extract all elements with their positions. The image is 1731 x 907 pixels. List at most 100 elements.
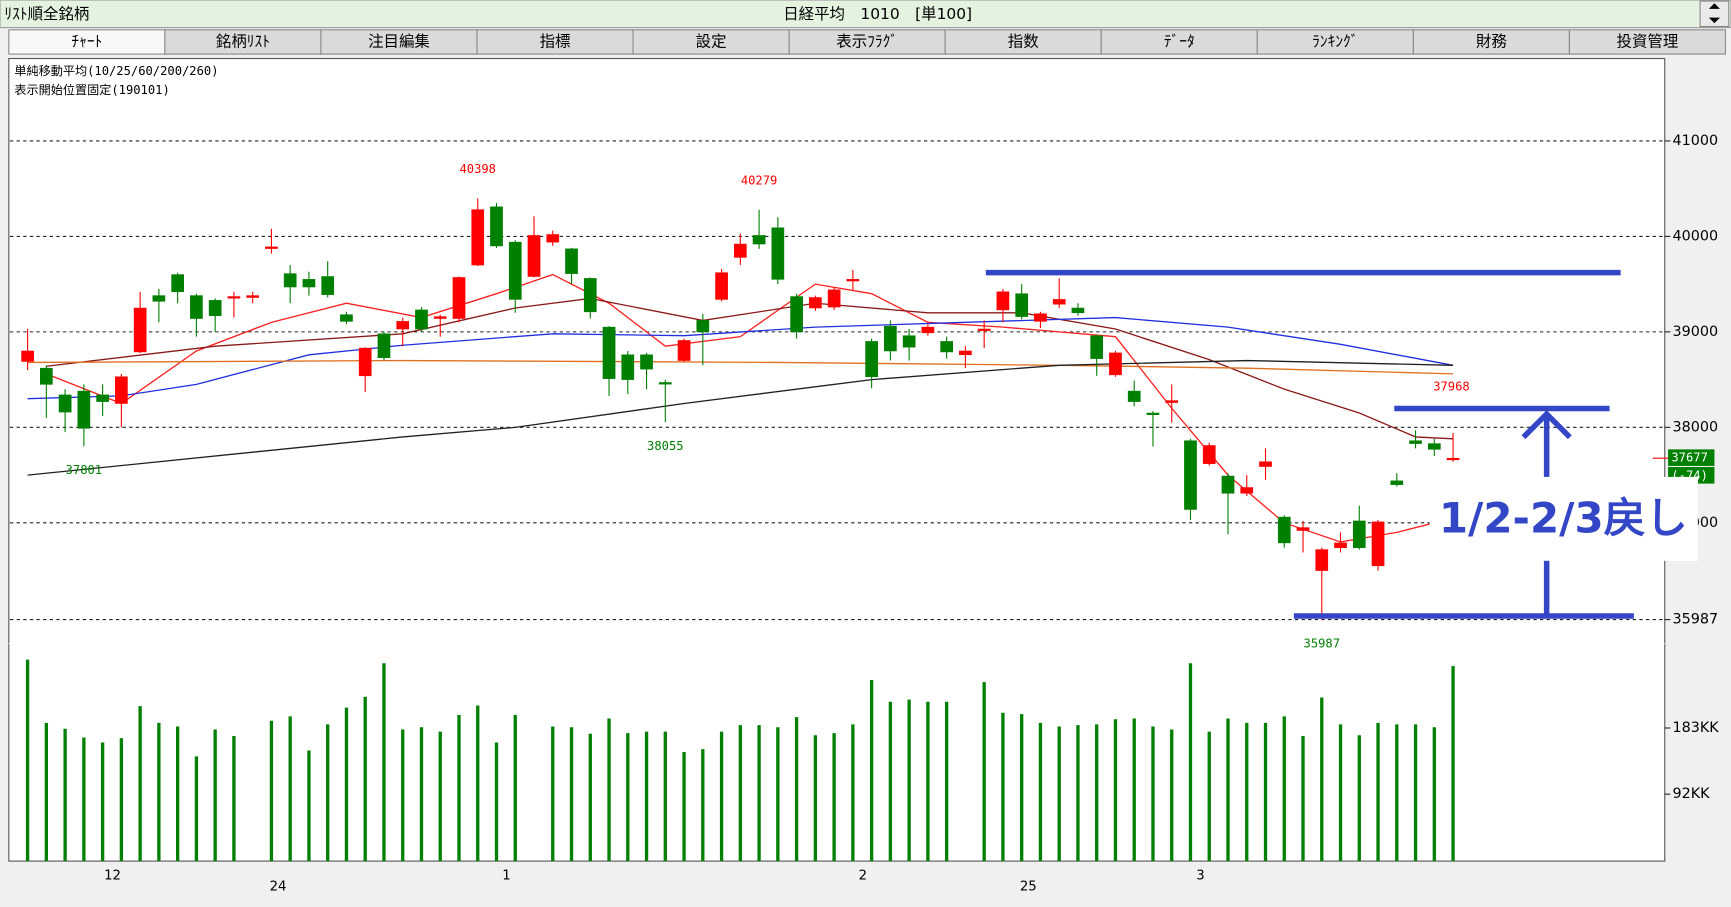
candle-body <box>527 235 541 277</box>
candle-body <box>602 326 616 379</box>
overlay-arrowhead <box>1521 410 1572 440</box>
tab[interactable] <box>788 29 946 55</box>
candle-body <box>977 328 991 331</box>
tab-label: 指標 <box>540 32 571 50</box>
candle-body <box>1427 443 1441 450</box>
candle-body <box>508 241 522 300</box>
candle-body <box>1127 390 1141 402</box>
candle-body <box>1034 313 1047 322</box>
candle-body <box>358 347 372 377</box>
last-price-label: 37677 <box>1671 451 1708 465</box>
candle-body <box>1277 516 1291 544</box>
y-tick-label: 92KK <box>1672 786 1710 802</box>
price-annotation: 40398 <box>459 162 496 176</box>
candle-body <box>902 335 916 348</box>
candle-body <box>490 206 503 247</box>
candle-body <box>1202 445 1216 464</box>
x-year-label: 24 <box>270 879 287 894</box>
candle-body <box>1221 475 1235 494</box>
candle-body <box>77 390 91 429</box>
tab-label: 投資管理 <box>1617 32 1679 50</box>
scroll-arrows <box>1708 3 1720 24</box>
y-tick-label: 35987 <box>1672 612 1718 628</box>
candle-body <box>884 325 897 352</box>
x-tick-label: 12 <box>104 868 121 883</box>
candle-body <box>96 394 109 402</box>
tab-label: 注目編集 <box>368 32 430 50</box>
candle-body <box>583 278 597 313</box>
tab-label: 設定 <box>696 32 727 50</box>
x-year-label: 25 <box>1020 879 1037 894</box>
tab[interactable] <box>1100 29 1258 55</box>
candle-body <box>1146 412 1160 415</box>
candle-body <box>321 276 335 295</box>
candle-body <box>1446 457 1460 461</box>
candle-body <box>208 300 222 316</box>
candle-body <box>696 320 710 333</box>
candle-body <box>733 243 747 258</box>
candle-body <box>1409 440 1422 444</box>
ma-end-label: 37968 <box>1433 380 1470 394</box>
candle-body <box>133 307 147 353</box>
candle-body <box>1296 527 1310 531</box>
tab[interactable] <box>164 29 322 55</box>
candle-body <box>471 209 485 266</box>
candle-body <box>415 309 428 330</box>
candle-body <box>1259 461 1272 467</box>
candle-body <box>227 296 241 299</box>
overlay-box <box>1429 476 1698 561</box>
candle-body <box>1334 542 1347 548</box>
tab-label: ﾃﾞｰﾀ <box>1164 32 1195 50</box>
candle-body <box>940 341 953 353</box>
candle-body <box>452 277 466 319</box>
candle-body <box>640 354 653 370</box>
y-tick-label: 38000 <box>1672 419 1718 435</box>
candle-body <box>190 295 203 319</box>
candle-body <box>283 273 297 288</box>
candle-body <box>1015 293 1029 317</box>
candle-body <box>340 314 353 322</box>
candle-body <box>1371 521 1385 567</box>
price-annotation: 38055 <box>647 439 684 453</box>
moving-average <box>27 359 1454 476</box>
tab[interactable] <box>1568 29 1727 55</box>
overlay-text: 1/2-2/3戻し <box>1439 494 1688 543</box>
candle-body <box>996 291 1010 311</box>
moving-average <box>27 316 1454 400</box>
candle-body <box>1184 440 1197 510</box>
tab[interactable] <box>476 29 634 55</box>
candle-body <box>1052 299 1066 305</box>
candle-body <box>396 321 410 330</box>
candle-body <box>752 235 766 245</box>
y-tick-label: 183KK <box>1672 720 1719 736</box>
candle-body <box>265 246 278 249</box>
moving-average <box>27 359 1454 375</box>
candle-body <box>809 297 822 309</box>
tab[interactable] <box>8 29 166 55</box>
price-annotation: 40279 <box>741 174 778 188</box>
tab-bar: ﾁｬｰﾄ 銘柄ﾘｽﾄ 注目編集 指標 設定 表示ﾌﾗｸﾞ 指数 ﾃﾞｰﾀ ﾗﾝｷﾝｸﾞ 財務 投資管… <box>8 29 1727 55</box>
x-tick-label: 1 <box>502 868 510 883</box>
candle-body <box>677 340 691 361</box>
candle-body <box>546 234 560 243</box>
tab-label: ﾁｬｰﾄ <box>71 32 102 50</box>
tab[interactable] <box>1412 29 1570 55</box>
candle-body <box>302 279 316 288</box>
indicator-info: 単純移動平均(10/25/60/200/260) <box>14 64 218 78</box>
stock-title: 日経平均 1010 [単100] <box>783 5 972 23</box>
candle-body <box>1109 352 1122 376</box>
candle-body <box>1352 520 1366 548</box>
candle-body <box>771 227 785 280</box>
list-label: ﾘｽﾄ順全銘柄 <box>4 5 89 23</box>
tab-label: 銘柄ﾘｽﾄ <box>216 32 270 50</box>
candle-body <box>21 350 34 362</box>
chart-frame <box>8 57 1666 862</box>
candle-body <box>152 295 166 302</box>
tab-label: 指数 <box>1008 32 1039 50</box>
candle-body <box>377 333 391 358</box>
tab-label: 表示ﾌﾗｸﾞ <box>836 32 898 50</box>
y-tick-label: 39000 <box>1672 324 1718 340</box>
y-tick-label: 41000 <box>1672 133 1718 149</box>
candle-body <box>715 272 728 300</box>
